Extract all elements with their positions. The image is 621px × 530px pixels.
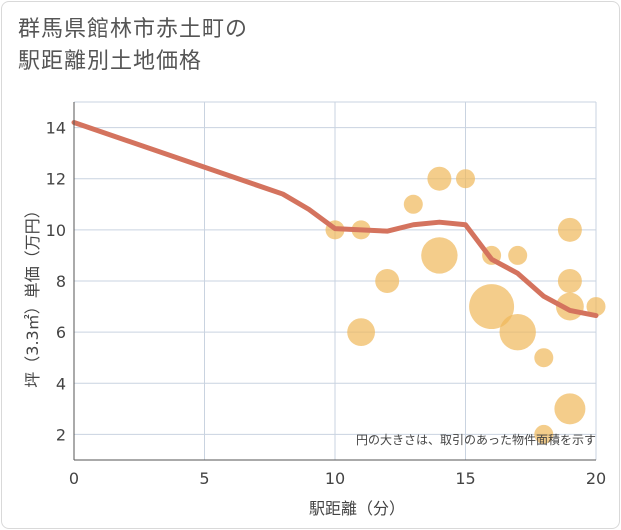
bubble-point [586,297,606,317]
average-price-line [71,119,599,319]
x-tick-label: 15 [455,469,475,488]
bubble-point [534,348,554,368]
chart-title: 群馬県館林市赤土町の 駅距離別土地価格 [18,14,248,78]
title-line-1: 群馬県館林市赤土町の [18,17,249,42]
x-tick-label: 0 [69,469,79,488]
x-axis-label: 駅距離（分） [309,499,405,518]
x-tick-label: 20 [586,469,606,488]
y-tick-label: 2 [56,425,66,444]
x-tick-label: 10 [325,469,345,488]
x-tick-label: 5 [199,469,209,488]
bubble-size-note: 円の大きさは、取引のあった物件面積を示す [356,432,596,447]
y-tick-label: 6 [56,323,66,342]
y-tick-label: 4 [56,374,66,393]
grid [74,101,597,460]
bubble-point [469,284,515,330]
y-tick-label: 14 [46,119,66,138]
bubble-point [508,245,528,265]
y-tick-label: 10 [46,221,66,240]
y-tick-label: 8 [56,272,66,291]
line-series [71,119,599,319]
y-axis-label: 坪（3.3㎡）単価（万円） [23,202,42,387]
axes [73,102,596,461]
bubble-point [499,313,536,351]
bubble-point [554,393,586,425]
bubble-point [375,269,400,293]
bubble-point [427,166,452,191]
title-line-2: 駅距離別土地価格 [18,49,203,74]
bubble-point [557,269,582,293]
tick-labels: 0 5 10 15 20 2 4 6 8 10 12 14 [46,119,607,488]
bubble-point [456,169,475,189]
bubble-point [403,194,423,214]
y-tick-label: 12 [46,170,66,189]
bubble-point [421,237,458,274]
bubble-point [347,318,375,347]
bubble-point [557,217,582,242]
bubble-point [534,424,554,444]
